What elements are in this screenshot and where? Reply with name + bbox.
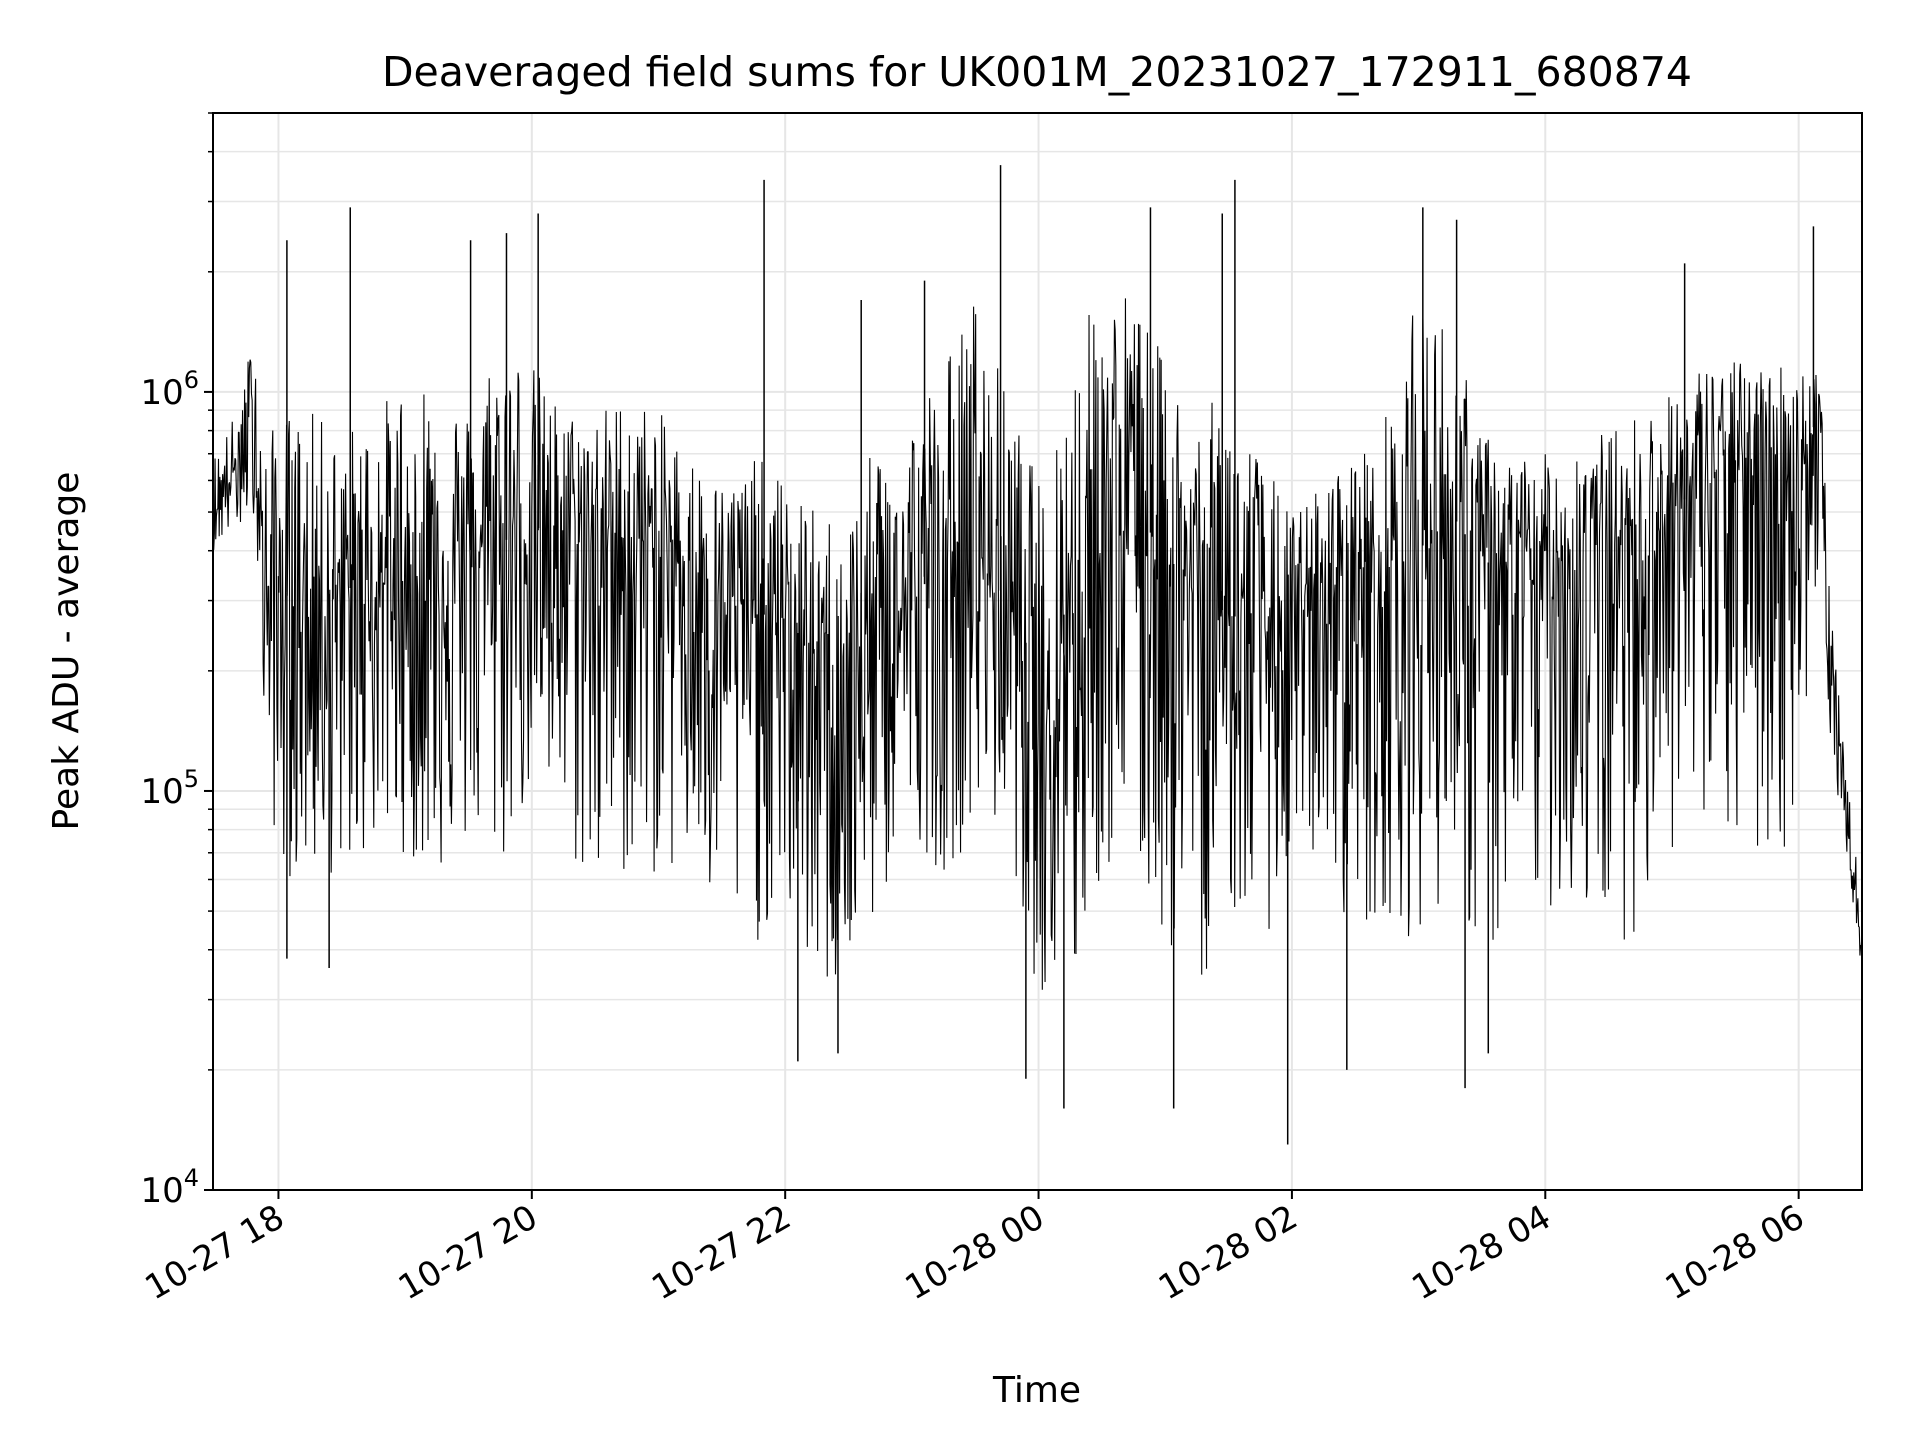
x-axis-label: Time [992, 1370, 1081, 1411]
y-tick-label: 106 [140, 366, 199, 413]
y-tick-exponent: 6 [184, 366, 199, 394]
y-tick-exponent: 5 [184, 765, 199, 793]
y-tick-exponent: 4 [184, 1164, 199, 1192]
y-axis-label: Peak ADU - average [46, 472, 87, 831]
y-tick-label: 105 [140, 765, 199, 812]
plot-frame [212, 112, 1863, 1191]
chart-title: Deaveraged field sums for UK001M_2023102… [382, 48, 1692, 96]
y-tick-base: 10 [140, 772, 183, 812]
series-line [212, 298, 1863, 990]
y-tick-base: 10 [140, 1171, 183, 1211]
y-tick-base: 10 [140, 373, 183, 413]
y-tick-label: 104 [140, 1164, 199, 1211]
series-plot [212, 165, 1863, 1145]
